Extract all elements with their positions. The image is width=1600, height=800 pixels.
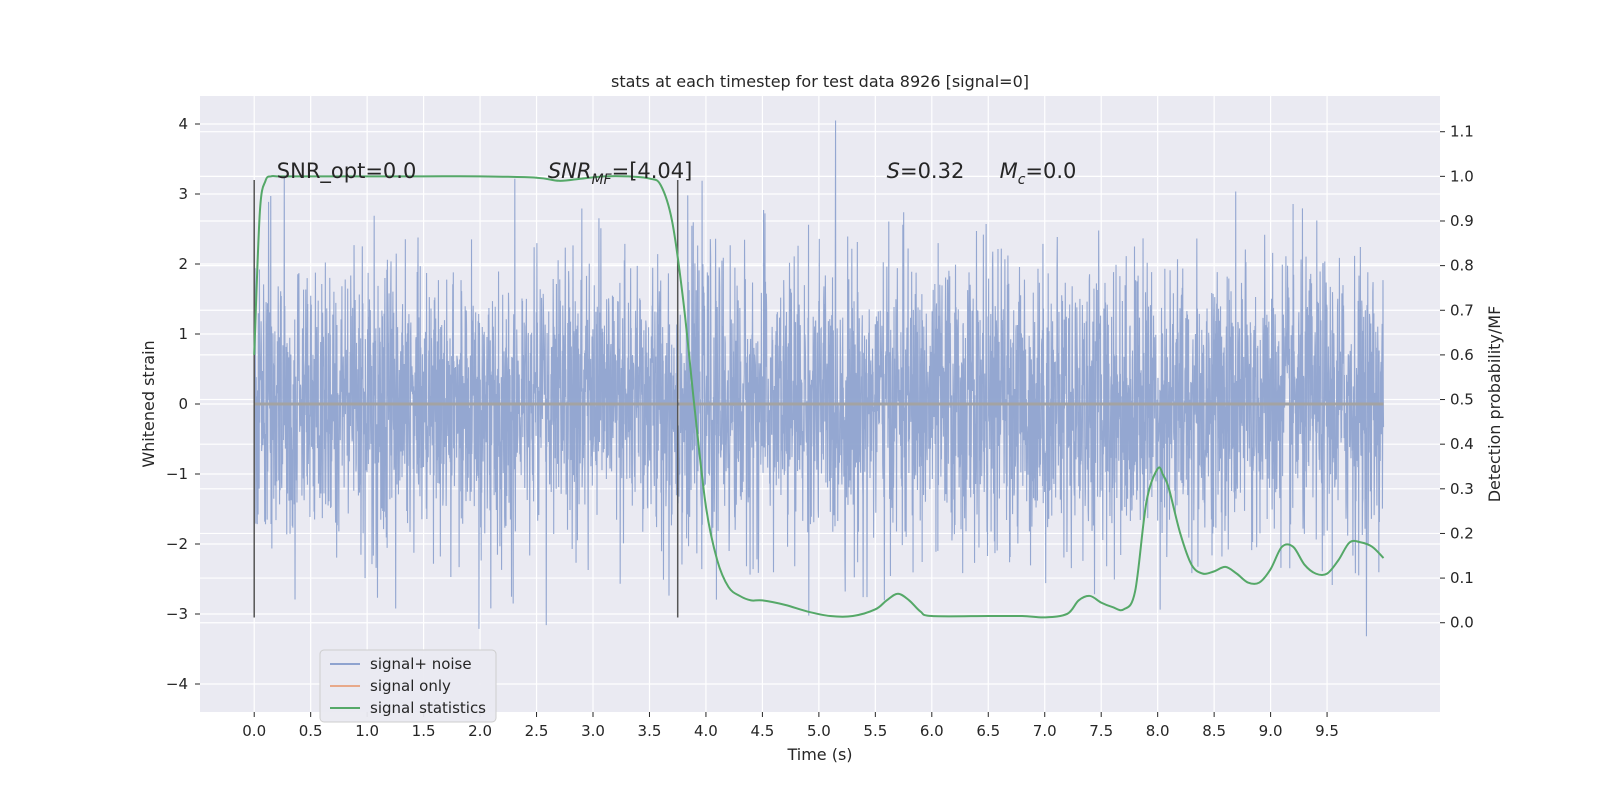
x-tick-label: 4.5 xyxy=(750,722,774,740)
x-tick-label: 7.5 xyxy=(1089,722,1113,740)
y2-tick-label: 0.4 xyxy=(1450,435,1474,453)
y-tick-label: 1 xyxy=(178,325,188,343)
x-tick-label: 6.5 xyxy=(976,722,1000,740)
x-tick-label: 8.0 xyxy=(1146,722,1170,740)
x-tick-label: 3.0 xyxy=(581,722,605,740)
x-tick-label: 1.0 xyxy=(355,722,379,740)
chart-title: stats at each timestep for test data 892… xyxy=(611,72,1029,91)
y-tick-label: 2 xyxy=(178,255,188,273)
y2-tick-label: 1.1 xyxy=(1450,123,1474,141)
x-axis-ticks: 0.0 0.5 1.0 1.5 2.0 2.5 3.0 3.5 4.0 4.5 5.0 5.5 6.0 6… xyxy=(242,712,1339,740)
y2-tick-label: 0.8 xyxy=(1450,257,1474,275)
y2-tick-label: 1.0 xyxy=(1450,167,1474,185)
x-tick-label: 4.0 xyxy=(694,722,718,740)
y2-axis-ticks: 0.0 0.1 0.2 0.3 0.4 0.5 0.6 0.7 0.8 0.9 1.0 1.1 xyxy=(1440,123,1474,632)
signal-statistics-line xyxy=(253,175,1385,619)
x-tick-label: 7.0 xyxy=(1033,722,1057,740)
legend-label: signal only xyxy=(370,677,451,695)
y2-tick-label: 0.1 xyxy=(1450,569,1474,587)
x-tick-label: 6.0 xyxy=(920,722,944,740)
y2-tick-label: 0.9 xyxy=(1450,212,1474,230)
y-tick-label: −4 xyxy=(166,675,188,693)
signal-statistics-series xyxy=(253,175,1385,619)
y-axis-label: Whitened strain xyxy=(139,340,158,467)
x-tick-label: 8.5 xyxy=(1202,722,1226,740)
y2-tick-label: 0.3 xyxy=(1450,480,1474,498)
y-tick-label: −1 xyxy=(166,465,188,483)
x-tick-label: 1.5 xyxy=(412,722,436,740)
y-tick-label: 4 xyxy=(178,115,188,133)
y-tick-label: 3 xyxy=(178,185,188,203)
annotation-text: Mc=0.0 xyxy=(1000,159,1077,188)
x-tick-label: 5.5 xyxy=(863,722,887,740)
y-axis-ticks: −4 −3 −2 −1 0 1 2 3 4 xyxy=(166,115,200,693)
y-tick-label: −3 xyxy=(166,605,188,623)
x-tick-label: 9.5 xyxy=(1315,722,1339,740)
x-axis-label: Time (s) xyxy=(786,745,852,764)
y-tick-label: 0 xyxy=(178,395,188,413)
legend-label: signal statistics xyxy=(370,699,486,717)
y2-tick-label: 0.2 xyxy=(1450,524,1474,542)
x-tick-label: 2.0 xyxy=(468,722,492,740)
x-tick-label: 0.5 xyxy=(299,722,323,740)
signal-noise-line xyxy=(253,120,1385,637)
x-tick-label: 9.0 xyxy=(1259,722,1283,740)
x-tick-label: 0.0 xyxy=(242,722,266,740)
x-tick-label: 5.0 xyxy=(807,722,831,740)
annotation-text: SNRMF=[4.04] xyxy=(548,159,693,188)
annotations: SNR_opt=0.0 SNRMF=[4.04] S=0.32 Mc=0.0 xyxy=(277,159,1077,188)
y2-tick-label: 0.7 xyxy=(1450,301,1474,319)
y-tick-label: −2 xyxy=(166,535,188,553)
x-tick-label: 2.5 xyxy=(525,722,549,740)
y2-tick-label: 0.0 xyxy=(1450,614,1474,632)
signal-noise-series xyxy=(253,120,1385,637)
y2-tick-label: 0.5 xyxy=(1450,391,1474,409)
y2-tick-label: 0.6 xyxy=(1450,346,1474,364)
annotation-text: SNR_opt=0.0 xyxy=(277,159,417,184)
legend: signal+ noise signal only signal statistic… xyxy=(319,649,497,723)
y2-axis-label: Detection probability/MF xyxy=(1485,306,1504,503)
legend-box xyxy=(319,649,497,723)
x-tick-label: 3.5 xyxy=(638,722,662,740)
legend-label: signal+ noise xyxy=(370,655,472,673)
annotation-text: S=0.32 xyxy=(887,159,965,183)
